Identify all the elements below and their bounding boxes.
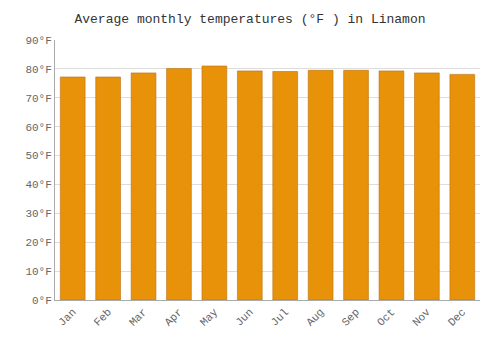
svg-text:Sep: Sep [340,306,362,328]
svg-text:May: May [198,306,221,329]
svg-text:Aug: Aug [304,306,326,328]
svg-text:90°F: 90°F [25,35,51,47]
svg-text:Jan: Jan [56,306,78,328]
svg-text:Average monthly temperatures (: Average monthly temperatures (°F ) in Li… [74,12,425,27]
svg-text:0°F: 0°F [32,295,52,307]
svg-text:10°F: 10°F [25,266,51,278]
svg-text:60°F: 60°F [25,122,51,134]
svg-text:Nov: Nov [410,306,433,329]
svg-text:80°F: 80°F [25,64,51,76]
svg-text:Jun: Jun [233,306,255,328]
svg-text:40°F: 40°F [25,179,51,191]
svg-text:Feb: Feb [92,306,114,328]
svg-text:Jul: Jul [269,306,291,328]
svg-text:30°F: 30°F [25,208,51,220]
svg-text:70°F: 70°F [25,93,51,105]
svg-text:Apr: Apr [162,306,184,328]
svg-text:50°F: 50°F [25,150,51,162]
svg-text:Dec: Dec [446,306,468,328]
svg-text:Oct: Oct [375,306,397,328]
svg-text:Mar: Mar [127,306,149,328]
svg-text:20°F: 20°F [25,237,51,249]
